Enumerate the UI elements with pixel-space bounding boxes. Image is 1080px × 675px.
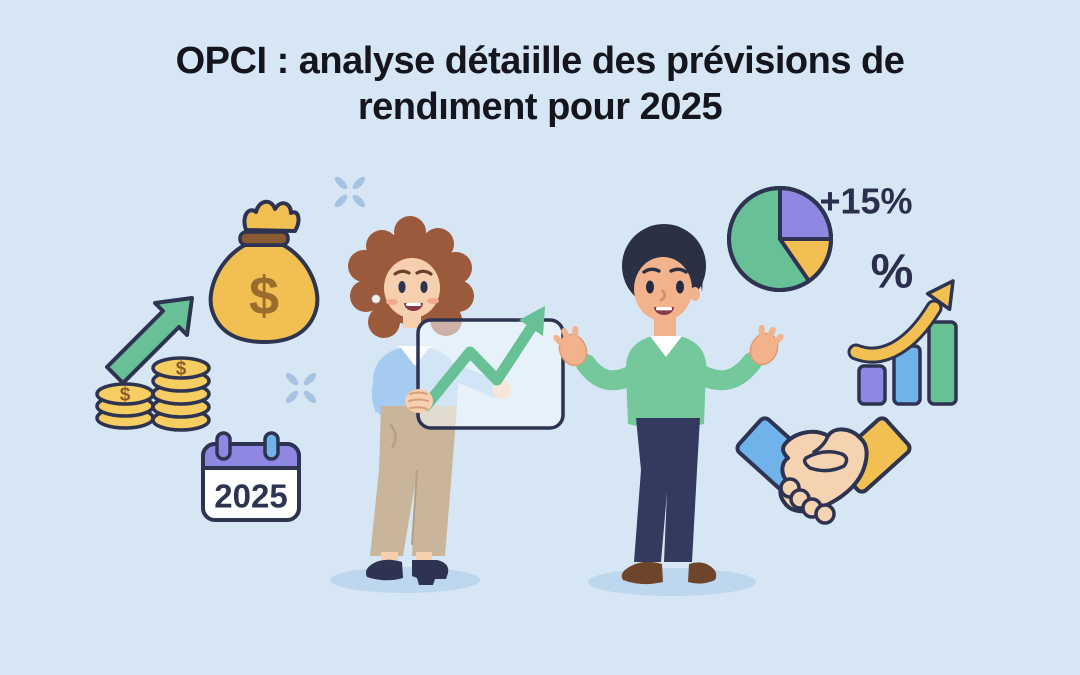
man-hand <box>553 326 588 367</box>
handshake-icon <box>735 416 912 525</box>
calendar-icon: 2025 <box>201 431 301 522</box>
man-hair <box>628 230 703 292</box>
woman-pants <box>370 406 457 556</box>
man-face <box>634 257 692 321</box>
money-bag-dollar-label: $ <box>249 266 279 326</box>
woman-shadow <box>330 567 480 593</box>
man-shoe <box>688 562 717 584</box>
woman-shoe <box>412 560 449 585</box>
coin-stacks-icon: $ $ <box>95 356 211 432</box>
man-shoe <box>621 561 663 585</box>
page-title: OPCI : analyse détaiille des prévisions … <box>0 38 1080 130</box>
coin-dollar-label: $ <box>176 359 187 380</box>
money-bag-icon: $ <box>208 199 320 345</box>
sparkle-icon <box>334 176 366 208</box>
page-title-line1: OPCI : analyse détaiille des prévisions … <box>175 40 905 82</box>
coin-dollar-label: $ <box>120 385 131 406</box>
page-title-line2: rendıment pour 2025 <box>357 86 723 128</box>
growth-percent-label: +15% <box>819 181 912 222</box>
woman-hand <box>405 389 433 413</box>
woman-shoe <box>365 559 403 581</box>
calendar-year-label: 2025 <box>214 478 287 515</box>
woman-fringe <box>384 242 443 278</box>
board-growth-arrow-icon <box>420 306 545 412</box>
man-sweater <box>625 336 707 429</box>
bar-chart-growth-icon <box>847 279 958 406</box>
pie-chart-icon <box>727 186 834 292</box>
sparkle-icon <box>285 372 317 404</box>
man-hand <box>749 325 784 366</box>
man-figure <box>553 224 784 585</box>
man-shadow <box>588 568 756 596</box>
arrow-up-icon <box>105 296 194 385</box>
woman-earring <box>371 294 381 304</box>
man-pants <box>634 418 700 562</box>
percent-symbol-label: % <box>871 246 914 299</box>
